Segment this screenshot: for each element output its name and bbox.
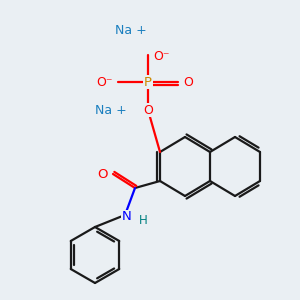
Text: O⁻: O⁻ (153, 50, 169, 64)
Text: P: P (144, 76, 152, 88)
Text: O: O (183, 76, 193, 88)
Text: Na +: Na + (95, 103, 127, 116)
Text: Na +: Na + (115, 23, 147, 37)
Text: O: O (98, 167, 108, 181)
Text: O: O (143, 103, 153, 116)
Text: O⁻: O⁻ (97, 76, 113, 88)
Text: N: N (122, 211, 132, 224)
Text: H: H (139, 214, 148, 226)
